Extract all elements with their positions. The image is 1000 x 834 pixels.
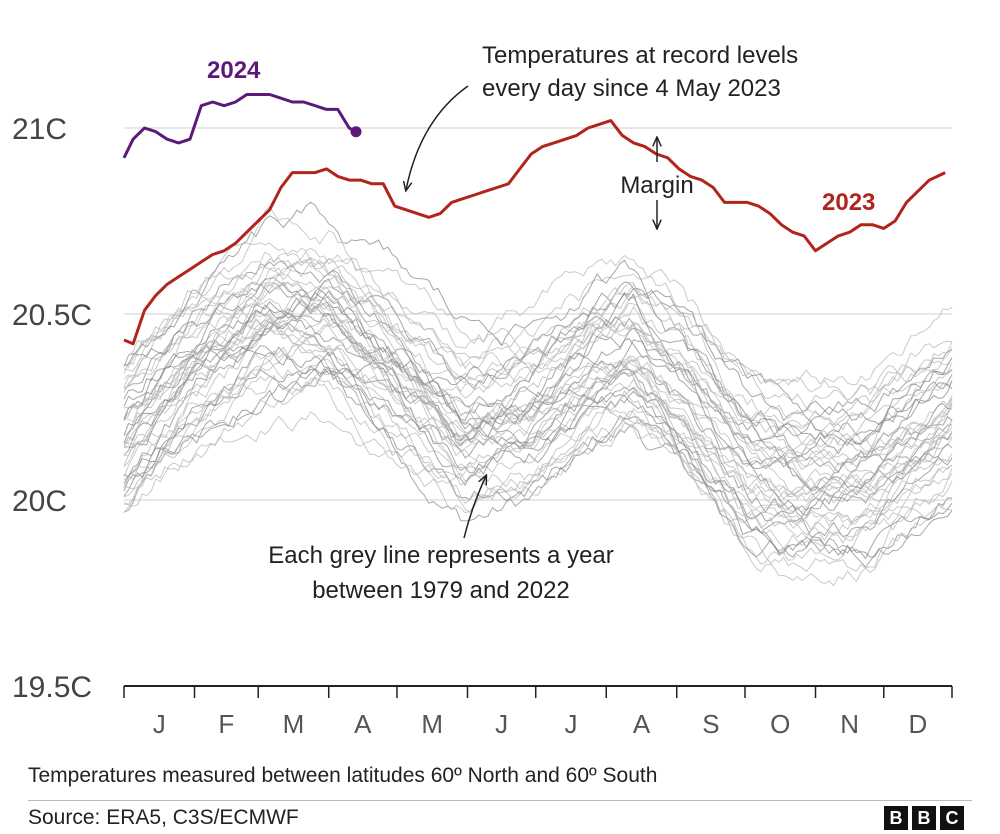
grey-year-line	[123, 308, 953, 492]
annotation-margin: Margin	[620, 172, 693, 199]
temperature-chart: 19.5C 20C 20.5C 21C J F M A M J J A S O N D 2024 2023 Te…	[12, 42, 953, 739]
grey-year-line	[123, 407, 953, 574]
y-tick-label: 21C	[12, 113, 67, 146]
grey-year-line	[123, 371, 953, 544]
month-label: M	[421, 709, 443, 739]
series-label-2024: 2024	[207, 57, 261, 84]
y-tick-label: 20.5C	[12, 299, 92, 332]
grey-year-line	[123, 289, 953, 457]
annotation-record: every day since 4 May 2023	[482, 75, 781, 102]
grey-year-line	[123, 303, 953, 500]
grey-year-line	[123, 368, 953, 568]
y-tick-label: 19.5C	[12, 671, 92, 704]
grey-year-line	[123, 242, 953, 431]
grey-year-lines	[123, 201, 953, 587]
y-tick-label: 20C	[12, 485, 67, 518]
source-text: Source: ERA5, C3S/ECMWF	[28, 806, 299, 829]
month-label: J	[495, 709, 508, 739]
bbc-logo: B B C	[884, 806, 964, 830]
y-tick-labels: 19.5C 20C 20.5C 21C	[12, 113, 92, 704]
bbc-logo-letter: B	[884, 806, 908, 830]
month-label: F	[218, 709, 234, 739]
grey-year-line	[123, 298, 953, 518]
month-label: D	[908, 709, 927, 739]
annotation-grey: between 1979 and 2022	[312, 577, 570, 604]
annotation-arrow-record	[406, 85, 469, 190]
grey-year-line	[123, 377, 953, 587]
grey-year-line	[123, 201, 953, 447]
annotation-grey: Each grey line represents a year	[268, 542, 614, 569]
month-label: N	[840, 709, 859, 739]
grey-year-line	[123, 322, 953, 539]
annotation-arrow-grey	[463, 476, 486, 539]
grey-year-line	[123, 345, 953, 560]
series-line-2023	[123, 119, 946, 346]
annotations: 2024 2023 Temperatures at record levels eve…	[207, 42, 875, 604]
grey-year-line	[123, 335, 953, 524]
grey-year-line	[123, 254, 953, 500]
month-label: J	[564, 709, 577, 739]
month-label: S	[702, 709, 719, 739]
grey-year-line	[123, 247, 953, 402]
bbc-logo-letter: B	[912, 806, 936, 830]
series-end-marker-2024	[350, 126, 362, 138]
bbc-logo-letter: C	[940, 806, 964, 830]
grey-year-line	[123, 280, 953, 458]
annotation-record: Temperatures at record levels	[482, 42, 798, 69]
grey-year-line	[123, 375, 953, 529]
footer-divider	[28, 800, 972, 801]
grey-year-line	[123, 351, 953, 558]
grey-year-line	[123, 281, 953, 438]
month-label: O	[770, 709, 790, 739]
grey-year-line	[123, 318, 953, 505]
grey-year-line	[123, 301, 953, 500]
grey-year-line	[123, 290, 953, 474]
grey-year-line	[123, 250, 953, 473]
grey-year-line	[123, 254, 953, 420]
month-label: A	[354, 709, 372, 739]
grey-year-line	[123, 260, 953, 416]
grey-year-line	[123, 366, 953, 558]
month-label: J	[153, 709, 166, 739]
month-label: A	[633, 709, 651, 739]
grey-year-line	[123, 272, 953, 461]
grey-year-line	[123, 325, 953, 536]
grey-year-line	[123, 277, 953, 437]
month-label: M	[283, 709, 305, 739]
grey-year-line	[123, 317, 953, 503]
footer-note: Temperatures measured between latitudes …	[28, 764, 658, 787]
series-line-2024	[122, 93, 357, 159]
series-label-2023: 2023	[822, 189, 875, 216]
series-lines	[122, 93, 946, 346]
